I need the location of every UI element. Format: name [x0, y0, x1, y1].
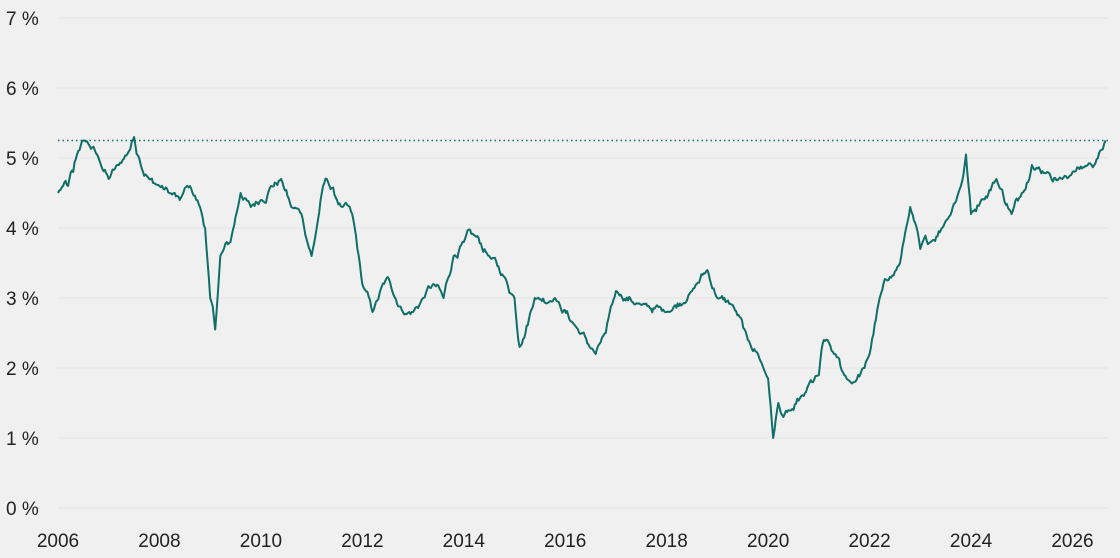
x-tick-label: 2026 [1051, 531, 1093, 552]
x-tick-label: 2012 [341, 531, 383, 552]
y-axis-tick-labels: 0 % 1 % 2 % 3 % 4 % 5 % 6 % 7 % [6, 9, 39, 520]
x-tick-label: 2006 [37, 531, 79, 552]
y-tick-label: 6 % [6, 79, 39, 100]
series-line [57, 136, 1107, 439]
x-axis-tick-labels: 2006 2008 2010 2012 2014 2016 2018 2020 2022 2024… [37, 531, 1094, 552]
grid-lines [58, 17, 1108, 509]
y-tick-label: 0 % [6, 499, 39, 520]
y-tick-label: 4 % [6, 219, 39, 240]
y-tick-label: 2 % [6, 359, 39, 380]
y-tick-label: 1 % [6, 429, 39, 450]
x-tick-label: 2018 [646, 531, 688, 552]
x-tick-label: 2010 [240, 531, 282, 552]
x-tick-label: 2022 [848, 531, 890, 552]
y-tick-label: 5 % [6, 149, 39, 170]
x-tick-label: 2014 [443, 531, 486, 552]
x-tick-label: 2008 [138, 531, 180, 552]
x-tick-label: 2024 [950, 531, 993, 552]
x-tick-label: 2020 [747, 531, 789, 552]
x-tick-label: 2016 [544, 531, 586, 552]
y-tick-label: 7 % [6, 9, 39, 30]
y-tick-label: 3 % [6, 289, 39, 310]
